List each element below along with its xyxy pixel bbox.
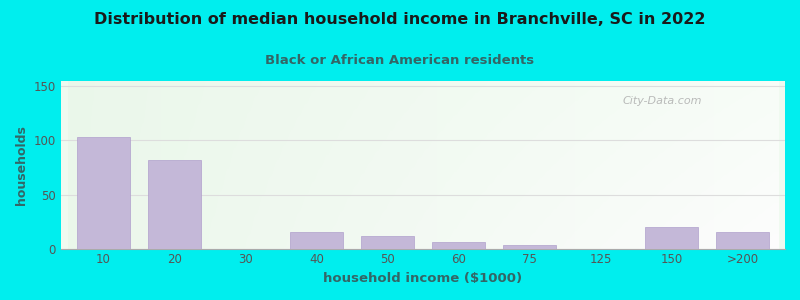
Text: Distribution of median household income in Branchville, SC in 2022: Distribution of median household income … xyxy=(94,12,706,27)
Text: City-Data.com: City-Data.com xyxy=(622,96,702,106)
Text: Black or African American residents: Black or African American residents xyxy=(266,54,534,67)
Bar xyxy=(432,242,485,249)
Bar xyxy=(77,137,130,249)
Bar xyxy=(645,227,698,249)
Bar xyxy=(148,160,201,249)
Bar xyxy=(361,236,414,249)
X-axis label: household income ($1000): household income ($1000) xyxy=(323,272,522,285)
Y-axis label: households: households xyxy=(15,125,28,205)
Bar xyxy=(502,245,556,249)
Bar xyxy=(290,232,343,249)
Bar xyxy=(716,232,769,249)
